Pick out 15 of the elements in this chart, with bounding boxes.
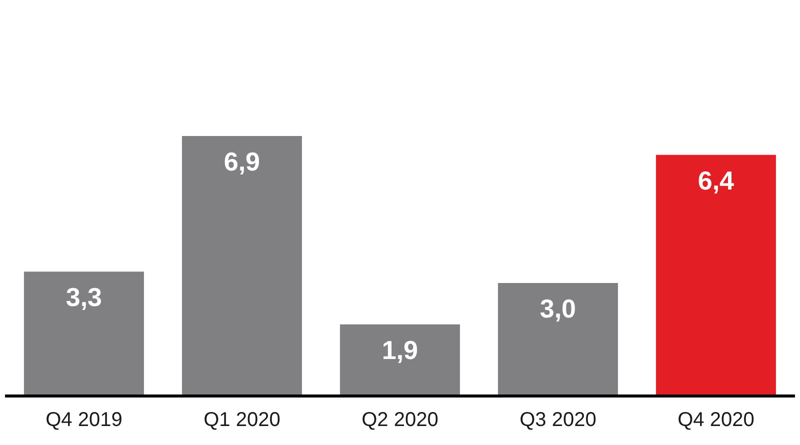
x-tick-label: Q4 2019 xyxy=(46,409,122,432)
data-label: 1,9 xyxy=(382,334,418,365)
bar xyxy=(24,272,144,396)
data-label: 3,3 xyxy=(66,282,102,312)
data-label: 3,0 xyxy=(540,293,576,324)
x-tick-label: Q4 2020 xyxy=(678,409,754,432)
bar xyxy=(182,136,302,396)
bar xyxy=(340,324,460,396)
x-tick-label: Q2 2020 xyxy=(362,409,438,432)
data-label: 6,4 xyxy=(698,165,735,196)
bar xyxy=(498,282,618,396)
bar xyxy=(656,154,776,396)
data-label: 6,9 xyxy=(224,146,260,176)
x-tick-label: Q3 2020 xyxy=(520,409,596,432)
x-tick-label: Q1 2020 xyxy=(204,409,280,432)
